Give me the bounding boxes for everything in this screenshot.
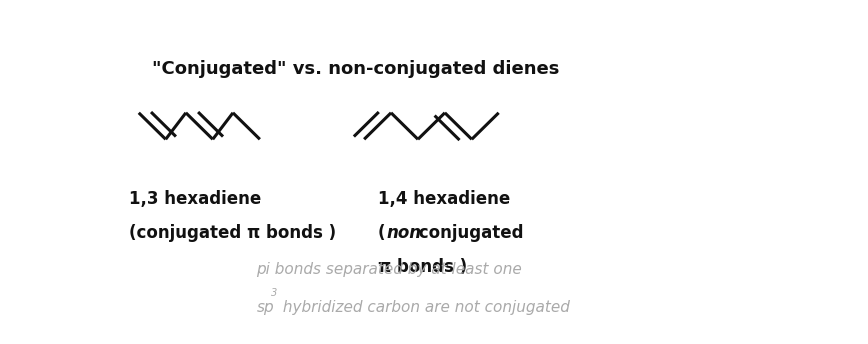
- Text: sp: sp: [257, 300, 274, 314]
- Text: (: (: [378, 224, 385, 242]
- Text: 3: 3: [272, 288, 278, 298]
- Text: π bonds ): π bonds ): [378, 258, 467, 277]
- Text: 1,4 hexadiene: 1,4 hexadiene: [378, 190, 510, 208]
- Text: "Conjugated" vs. non-conjugated dienes: "Conjugated" vs. non-conjugated dienes: [152, 60, 560, 78]
- Text: 1,3 hexadiene: 1,3 hexadiene: [128, 190, 261, 208]
- Text: pi bonds separated by at least one: pi bonds separated by at least one: [257, 262, 523, 278]
- Text: (conjugated π bonds ): (conjugated π bonds ): [128, 224, 336, 242]
- Text: conjugated: conjugated: [412, 224, 523, 242]
- Text: non: non: [386, 224, 422, 242]
- Text: hybridized carbon are not conjugated: hybridized carbon are not conjugated: [278, 300, 570, 314]
